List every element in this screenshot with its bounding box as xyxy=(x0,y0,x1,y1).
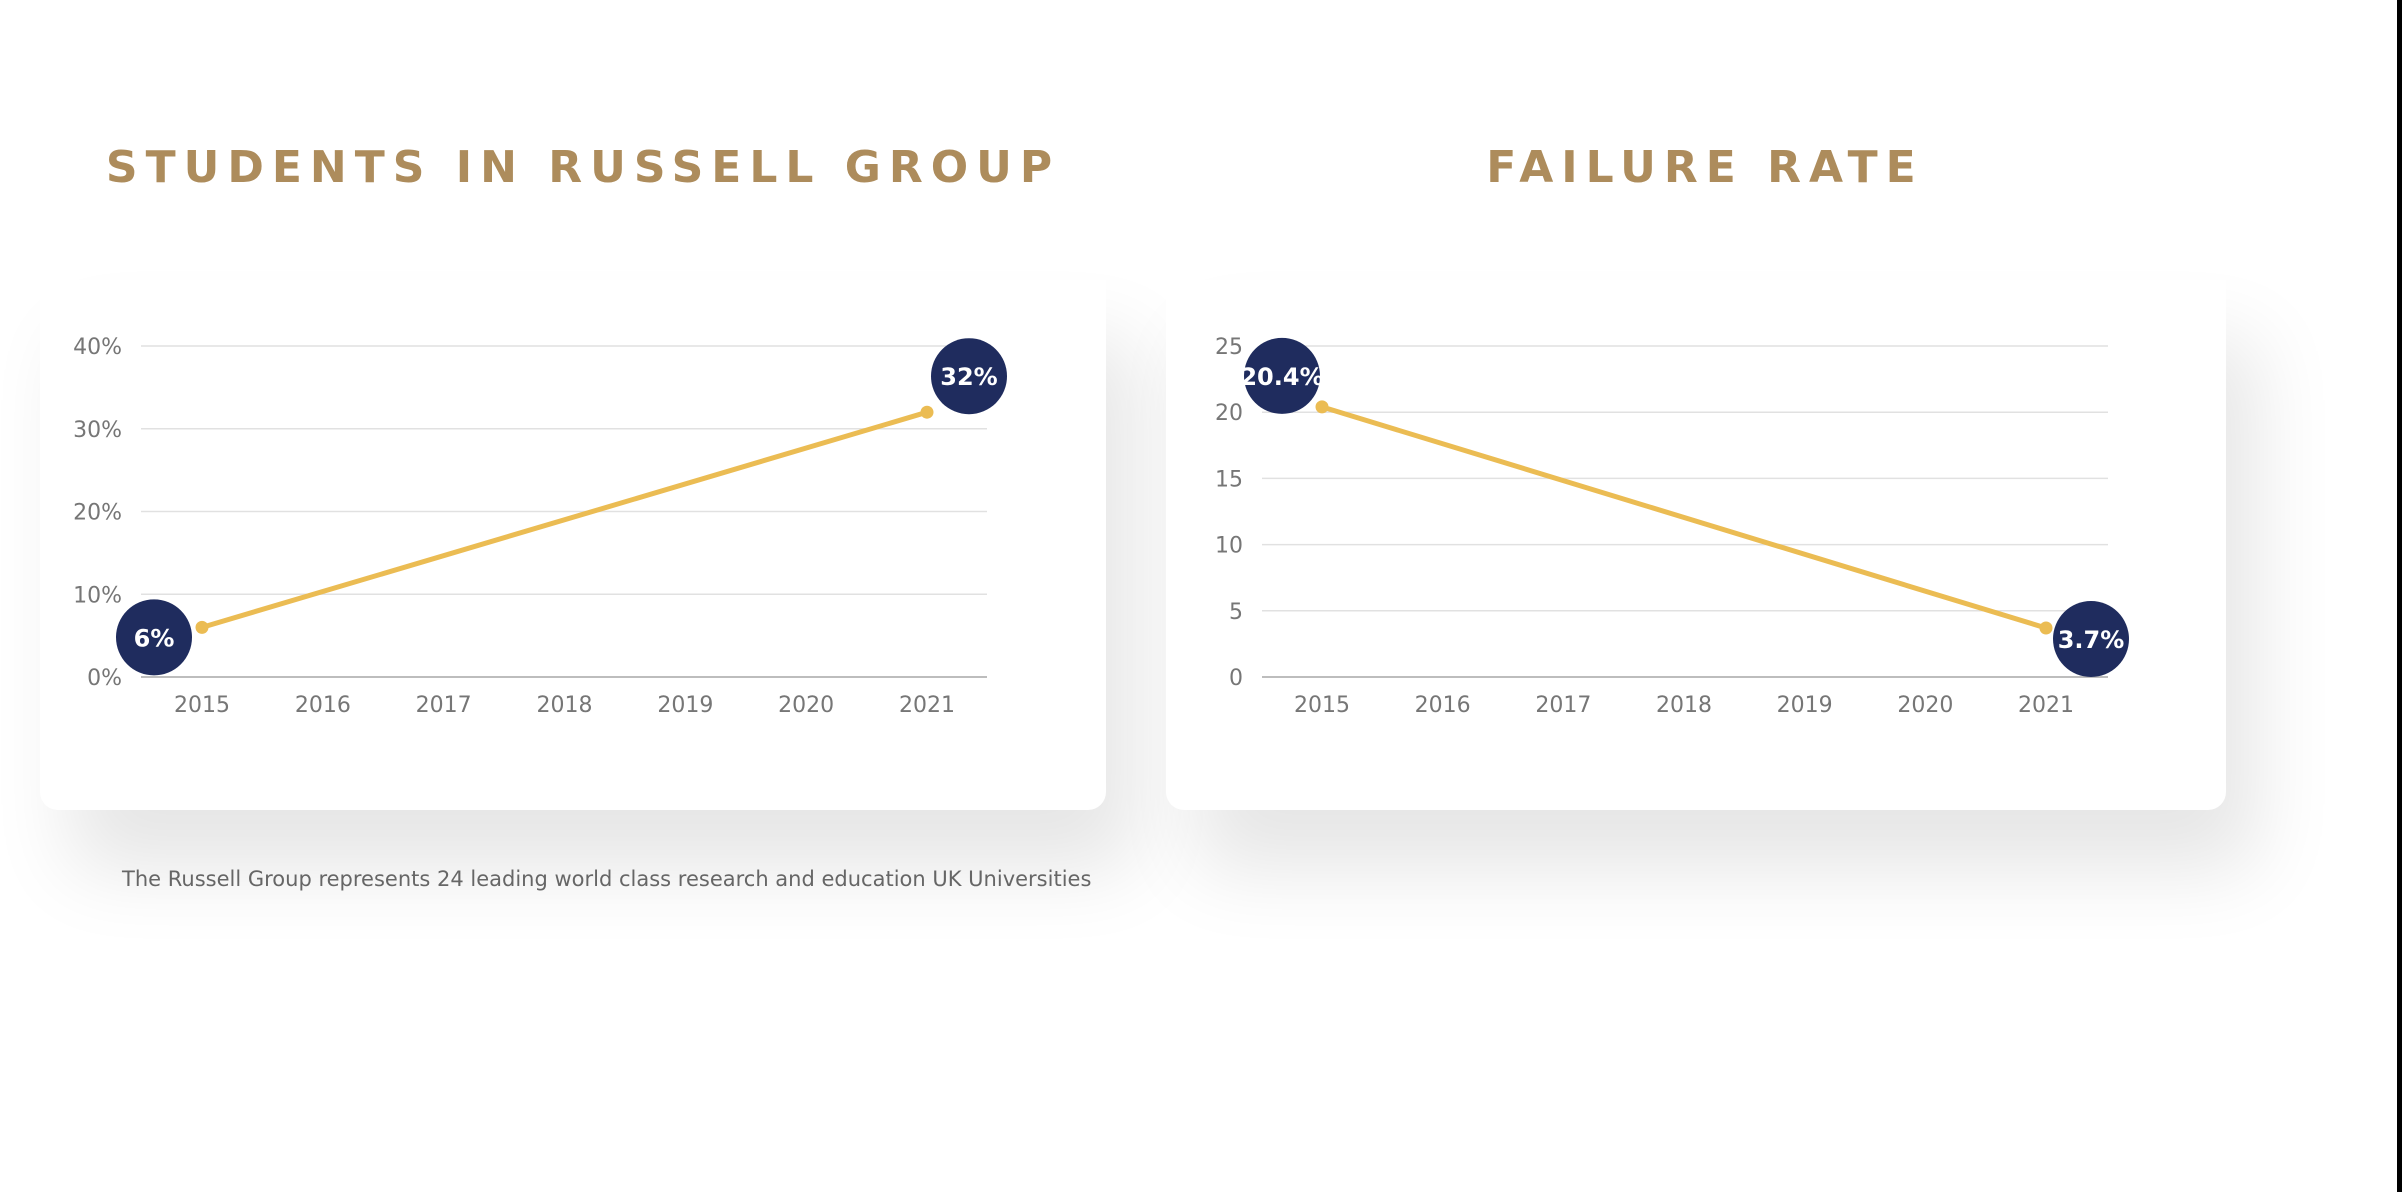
students-x-tick-label: 2020 xyxy=(778,693,834,718)
right-edge-bar xyxy=(2397,0,2402,1192)
students-x-tick-label: 2015 xyxy=(174,693,230,718)
students-y-tick-label: 40% xyxy=(73,335,122,360)
students-x-tick-label: 2018 xyxy=(537,693,593,718)
students-x-tick-label: 2017 xyxy=(416,693,472,718)
chart-title-students: STUDENTS IN RUSSELL GROUP xyxy=(105,142,1061,193)
failure-rate-series-line xyxy=(1319,404,2049,631)
students-data-label-bubble xyxy=(116,599,192,676)
students-data-label: 32% xyxy=(940,363,997,391)
failure-rate-data-label-bubble xyxy=(2053,601,2129,678)
students-x-tick-label: 2019 xyxy=(657,693,713,718)
failure-rate-x-tick-label: 2021 xyxy=(2018,693,2074,718)
failure-rate-y-tick-label: 0 xyxy=(1229,666,1243,691)
failure-rate-y-tick-label: 20 xyxy=(1215,401,1243,426)
footnote: The Russell Group represents 24 leading … xyxy=(122,867,1092,891)
failure-rate-x-tick-label: 2018 xyxy=(1656,693,1712,718)
chart-title-failure-rate: FAILURE RATE xyxy=(1486,142,1924,193)
failure-rate-y-tick-label: 25 xyxy=(1215,335,1243,360)
students-x-tick-label: 2016 xyxy=(295,693,351,718)
students-y-tick-label: 10% xyxy=(73,583,122,608)
failure-rate-data-point xyxy=(2039,621,2053,635)
students-y-tick-label: 20% xyxy=(73,501,122,526)
failure-rate-data-label: 20.4% xyxy=(1240,363,1323,391)
failure-rate-x-tick-label: 2020 xyxy=(1897,693,1953,718)
failure-rate-x-tick-label: 2019 xyxy=(1777,693,1833,718)
failure-rate-data-label-bubble xyxy=(1244,337,1320,414)
students-data-label: 6% xyxy=(134,624,175,652)
failure-rate-y-tick-label: 15 xyxy=(1215,467,1243,492)
students-data-point xyxy=(195,620,209,634)
students-series-line xyxy=(199,409,930,630)
students-y-tick-label: 0% xyxy=(87,666,122,691)
students-y-tick-label: 30% xyxy=(73,418,122,443)
failure-rate-x-tick-label: 2015 xyxy=(1294,693,1350,718)
students-data-label-bubble xyxy=(931,338,1007,415)
students-line-chart: 0% 10% 20% 30% 40% 2015 2016 2017 2018 2019 2020 20… xyxy=(73,335,1007,718)
failure-rate-data-point xyxy=(1315,400,1329,414)
chart-card-failure-rate: 0 5 10 15 20 25 2015 2016 2017 2018 2019 2020 2021 20… xyxy=(1166,280,2226,810)
failure-rate-data-label: 3.7% xyxy=(2058,626,2125,654)
failure-rate-y-tick-label: 10 xyxy=(1215,534,1243,559)
failure-rate-x-tick-label: 2016 xyxy=(1415,693,1471,718)
failure-rate-y-tick-label: 5 xyxy=(1229,600,1243,625)
failure-rate-x-tick-label: 2017 xyxy=(1535,693,1591,718)
students-data-point xyxy=(920,405,934,419)
failure-rate-line-chart: 0 5 10 15 20 25 2015 2016 2017 2018 2019 2020 2021 20… xyxy=(1215,335,2129,718)
students-x-tick-label: 2021 xyxy=(899,693,955,718)
chart-card-students: 0% 10% 20% 30% 40% 2015 2016 2017 2018 2019 2020 20… xyxy=(40,280,1106,810)
